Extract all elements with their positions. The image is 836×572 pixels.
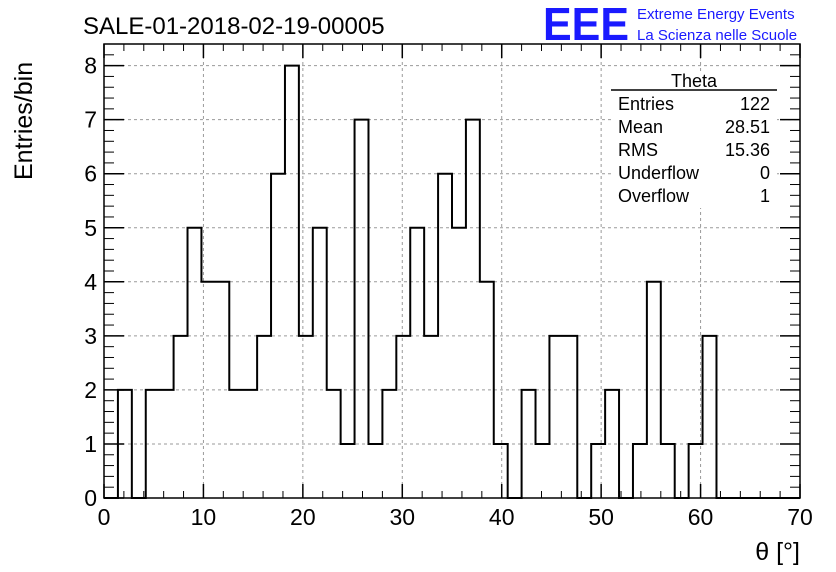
y-tick-labels: 0 1 2 3 4 5 6 7 8 xyxy=(84,53,97,511)
y-tick-label: 5 xyxy=(84,215,97,241)
x-tick-label: 0 xyxy=(98,504,111,530)
x-tick-label: 40 xyxy=(489,504,515,530)
eee-logo: EEE xyxy=(543,0,629,50)
stats-label-overflow: Overflow xyxy=(618,186,690,206)
x-tick-labels: 0 10 20 30 40 50 60 70 xyxy=(98,504,813,530)
logo-line-2: La Scienza nelle Scuole xyxy=(637,27,797,44)
stats-box-title: Theta xyxy=(671,71,718,91)
stats-value-entries: 122 xyxy=(740,94,770,114)
y-axis-label: Entries/bin xyxy=(10,62,38,180)
axis-ticks xyxy=(103,44,801,499)
y-tick-label: 2 xyxy=(84,377,97,403)
stats-label-entries: Entries xyxy=(618,94,674,114)
stats-label-underflow: Underflow xyxy=(618,163,700,183)
stats-value-rms: 15.36 xyxy=(725,140,770,160)
stats-box-background xyxy=(611,73,777,208)
x-tick-label: 20 xyxy=(290,504,316,530)
y-tick-label: 0 xyxy=(84,485,97,511)
x-tick-label: 30 xyxy=(389,504,415,530)
y-tick-label: 3 xyxy=(84,323,97,349)
x-axis-label: θ [°] xyxy=(755,538,800,566)
histogram-series xyxy=(104,64,800,499)
stats-label-mean: Mean xyxy=(618,117,663,137)
y-tick-label: 7 xyxy=(84,107,97,133)
y-tick-label: 4 xyxy=(84,269,97,295)
x-tick-label: 60 xyxy=(688,504,714,530)
y-tick-label: 8 xyxy=(84,53,97,79)
x-tick-label: 10 xyxy=(191,504,217,530)
y-tick-label: 6 xyxy=(84,161,97,187)
chart-title: SALE-01-2018-02-19-00005 xyxy=(83,13,385,40)
stats-box: Theta Entries 122 Mean 28.51 RMS 15.36 U… xyxy=(611,71,777,208)
stats-value-overflow: 1 xyxy=(760,186,770,206)
x-tick-label: 70 xyxy=(787,504,813,530)
stats-value-mean: 28.51 xyxy=(725,117,770,137)
x-tick-label: 50 xyxy=(588,504,614,530)
y-tick-label: 1 xyxy=(84,431,97,457)
stats-label-rms: RMS xyxy=(618,140,658,160)
logo-line-1: Extreme Energy Events xyxy=(637,6,795,23)
stats-value-underflow: 0 xyxy=(760,163,770,183)
